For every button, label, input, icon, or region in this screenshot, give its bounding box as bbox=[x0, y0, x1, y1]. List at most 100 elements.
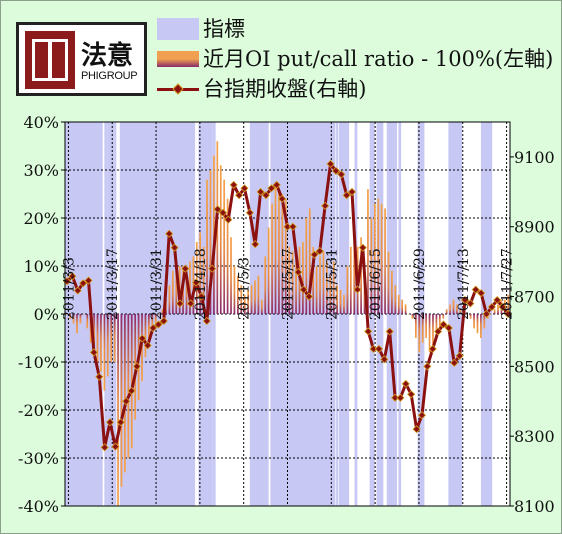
right-axis-tick-label: 8700 bbox=[514, 288, 555, 307]
put-call-bar bbox=[113, 314, 116, 362]
index-close-marker bbox=[407, 390, 416, 399]
put-call-bar bbox=[442, 314, 445, 319]
put-call-bar bbox=[473, 314, 475, 329]
index-close-marker bbox=[337, 170, 346, 179]
put-call-bar bbox=[100, 314, 102, 372]
index-close-marker bbox=[342, 191, 351, 200]
index-close-marker bbox=[267, 184, 276, 193]
index-close-marker bbox=[380, 355, 389, 364]
index-close-marker bbox=[218, 208, 228, 217]
index-close-marker bbox=[326, 159, 335, 169]
legend-item-band: 指標 bbox=[157, 14, 553, 44]
put-call-bar bbox=[326, 261, 328, 314]
logo-subtitle: PHIGROUP bbox=[81, 70, 138, 82]
put-call-bar bbox=[237, 275, 239, 314]
put-call-bar bbox=[240, 285, 243, 314]
index-close-marker bbox=[208, 264, 217, 273]
legend-label-bar: 近月OI put/call ratio - 100%(左軸) bbox=[203, 47, 554, 71]
index-close-marker bbox=[116, 418, 125, 427]
put-call-bar bbox=[415, 314, 417, 338]
x-axis-date-label: 2011/4/18 bbox=[193, 248, 209, 320]
put-call-bar bbox=[394, 285, 397, 314]
index-close-marker bbox=[493, 295, 502, 305]
put-call-bar bbox=[384, 208, 386, 314]
put-call-bar bbox=[291, 251, 294, 314]
x-axis-date-label: 2011/7/13 bbox=[456, 248, 472, 320]
put-call-bar bbox=[110, 314, 113, 362]
put-call-bar bbox=[425, 314, 427, 338]
put-call-bar bbox=[497, 304, 499, 314]
put-call-bar bbox=[124, 314, 126, 473]
legend-swatch-bar bbox=[157, 51, 199, 67]
index-close-marker bbox=[245, 208, 254, 217]
put-call-bar bbox=[466, 314, 469, 315]
put-call-bar bbox=[199, 232, 202, 314]
index-close-marker bbox=[444, 323, 453, 333]
put-call-bar bbox=[432, 314, 434, 348]
put-call-bar bbox=[250, 285, 253, 314]
put-call-bar bbox=[79, 314, 82, 324]
put-call-bar bbox=[360, 237, 362, 314]
left-axis-tick-label: 20% bbox=[23, 209, 59, 228]
put-call-bar bbox=[158, 314, 160, 315]
put-call-bar bbox=[192, 256, 195, 314]
index-close-marker bbox=[159, 316, 168, 326]
put-call-bar bbox=[493, 309, 496, 314]
index-close-marker bbox=[428, 344, 437, 354]
put-call-bar bbox=[86, 314, 89, 329]
put-call-bar bbox=[404, 304, 407, 314]
left-axis-tick-label: -30% bbox=[18, 449, 59, 468]
put-call-bar bbox=[343, 294, 345, 314]
put-call-bar bbox=[223, 179, 226, 314]
index-close-marker bbox=[455, 351, 464, 360]
put-call-bar bbox=[408, 314, 410, 315]
put-call-bar bbox=[476, 314, 479, 334]
put-call-bar bbox=[226, 198, 229, 314]
put-call-bar bbox=[281, 194, 284, 314]
x-axis-date-label: 2011/7/27 bbox=[500, 248, 516, 320]
put-call-bar bbox=[254, 280, 256, 314]
put-call-bar bbox=[260, 299, 263, 314]
logo-name: 法意 bbox=[81, 41, 134, 71]
x-axis-date-label: 2011/5/31 bbox=[324, 248, 340, 320]
index-close-marker bbox=[165, 229, 174, 238]
put-call-bar bbox=[353, 237, 356, 314]
index-close-marker bbox=[148, 323, 158, 333]
index-close-marker bbox=[358, 243, 367, 252]
index-close-marker bbox=[122, 397, 131, 406]
right-axis-tick-label: 8100 bbox=[514, 497, 555, 516]
left-axis-tick-label: 0% bbox=[34, 305, 59, 324]
index-close-marker bbox=[310, 250, 319, 259]
index-close-marker bbox=[423, 362, 432, 371]
index-close-marker bbox=[79, 279, 88, 288]
indicator-band bbox=[354, 122, 358, 506]
put-call-bar bbox=[308, 208, 311, 314]
legend-item-bar: 近月OI put/call ratio - 100%(左軸) bbox=[157, 44, 553, 74]
index-close-marker bbox=[487, 302, 496, 312]
index-close-marker bbox=[229, 180, 238, 189]
index-close-marker bbox=[385, 327, 394, 336]
put-call-bar bbox=[82, 314, 85, 315]
put-call-bar bbox=[373, 203, 376, 314]
index-close-marker bbox=[127, 386, 136, 395]
put-call-bar bbox=[267, 227, 270, 314]
put-call-bar bbox=[219, 165, 222, 314]
index-close-marker bbox=[95, 372, 104, 381]
put-call-bar bbox=[346, 266, 349, 314]
put-call-bar bbox=[72, 314, 75, 324]
legend-item-line: 台指期收盤(右軸) bbox=[157, 74, 553, 104]
put-call-bar bbox=[148, 314, 150, 343]
index-close-marker bbox=[374, 344, 384, 354]
index-close-marker bbox=[471, 285, 480, 294]
put-call-bar bbox=[380, 203, 383, 314]
legend-swatch-line bbox=[157, 78, 199, 100]
index-close-marker bbox=[315, 247, 324, 256]
index-close-marker bbox=[261, 191, 271, 200]
put-call-bar bbox=[322, 251, 325, 314]
index-close-marker bbox=[283, 222, 292, 231]
put-call-bar bbox=[175, 270, 178, 314]
index-close-marker bbox=[272, 180, 281, 189]
left-axis-tick-label: -20% bbox=[18, 401, 59, 420]
index-close-marker bbox=[73, 286, 82, 295]
